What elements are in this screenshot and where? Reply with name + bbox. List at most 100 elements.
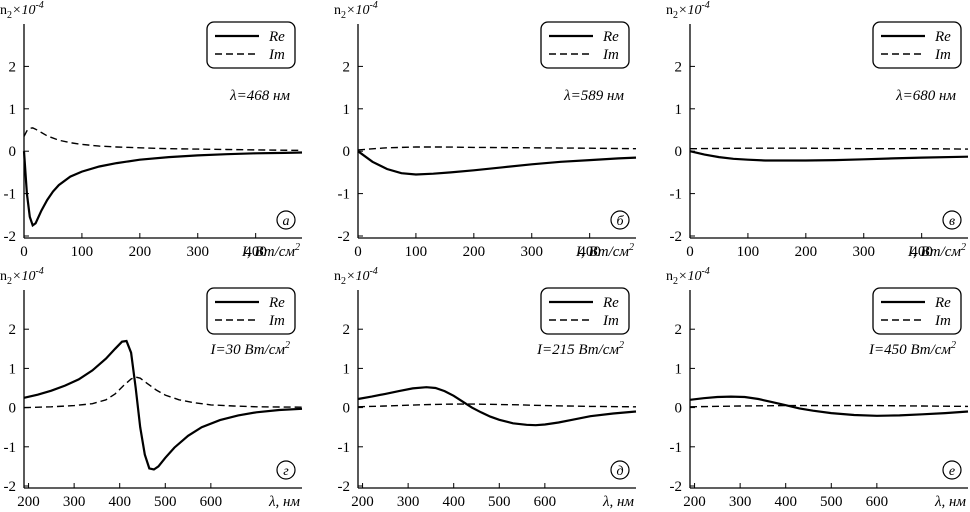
panel-annotation-sup: 2 (285, 340, 290, 351)
y-axis-title-part: 2 (673, 10, 678, 21)
y-axis-title-part: 2 (341, 276, 346, 287)
x-axis-title-text: λ, нм (268, 494, 300, 510)
series-line-im (689, 147, 969, 150)
y-axis-title: n2×10-4 (0, 0, 44, 21)
series-line-re (22, 151, 303, 228)
x-tick-label: 200 (463, 244, 486, 260)
y-axis-title-part: -4 (369, 266, 377, 277)
x-tick-label: 300 (63, 494, 86, 510)
y-tick-label: -2 (338, 479, 351, 495)
y-tick-label: 0 (9, 401, 17, 417)
y-tick-label: -1 (338, 187, 351, 203)
y-tick-label: -2 (4, 229, 17, 245)
x-tick-label: 400 (774, 494, 797, 510)
x-axis-title-sup: 2 (961, 242, 966, 253)
panel-tag-label: д (616, 464, 623, 479)
y-tick-label: 2 (675, 59, 683, 75)
y-tick-label: 0 (675, 144, 683, 160)
x-tick-label: 200 (129, 244, 152, 260)
panel-tag-label: г (283, 464, 289, 479)
y-axis-title: n2×10-4 (334, 0, 378, 21)
series-line-re (357, 386, 637, 427)
panel-annotation: I=450 Вт/см2 (868, 340, 956, 358)
legend-label-im: Im (934, 313, 951, 329)
x-tick-label: 0 (686, 244, 694, 260)
y-axis-title-part: ×10 (346, 269, 369, 284)
x-tick-label: 400 (244, 244, 267, 260)
x-tick-label: 300 (853, 244, 876, 260)
y-tick-label: 2 (9, 59, 17, 75)
y-tick-label: 2 (675, 322, 683, 338)
y-axis-title: n2×10-4 (666, 266, 710, 287)
panel-annotation-sup: 2 (951, 340, 956, 351)
x-tick-label: 600 (534, 494, 557, 510)
series-line-re (357, 150, 637, 176)
y-axis-title-part: -4 (35, 0, 43, 11)
y-axis-title-part: -4 (369, 0, 377, 11)
x-tick-label: 300 (521, 244, 544, 260)
y-axis-title-part: n (0, 269, 7, 284)
x-axis-title-text: λ, нм (602, 494, 634, 510)
legend-box (540, 21, 630, 69)
x-axis-title: I, Вт/см2 (907, 242, 966, 260)
y-axis-title-part: ×10 (12, 269, 35, 284)
legend-label-re: Re (934, 295, 951, 311)
panel-annotation-text: λ=680 нм (895, 88, 956, 104)
y-tick-label: 1 (343, 102, 351, 118)
x-axis-title-text: I, Вт/см (241, 244, 295, 260)
y-tick-label: 2 (9, 322, 17, 338)
x-axis-title: I, Вт/см2 (575, 242, 634, 260)
legend-box (872, 21, 962, 69)
series-line-re (689, 150, 969, 162)
y-tick-label: -2 (670, 479, 683, 495)
x-tick-label: 400 (910, 244, 933, 260)
x-tick-label: 200 (683, 494, 706, 510)
series-line-im (689, 404, 969, 408)
panel-annotation: λ=680 нм (895, 88, 956, 104)
panel-tag-circle (942, 460, 962, 480)
x-tick-label: 300 (729, 494, 752, 510)
panel-tag-circle (276, 210, 296, 230)
y-axis-title: n2×10-4 (334, 266, 378, 287)
x-tick-label: 0 (354, 244, 362, 260)
x-tick-label: 300 (187, 244, 210, 260)
y-axis-title-part: ×10 (12, 3, 35, 18)
legend-label-re: Re (268, 295, 285, 311)
y-axis-title-part: 2 (673, 276, 678, 287)
y-tick-label: -2 (338, 229, 351, 245)
panel-annotation-text: λ=589 нм (563, 88, 624, 104)
y-tick-label: -1 (4, 187, 17, 203)
y-tick-label: -1 (4, 440, 17, 456)
panel-annotation-text: I=215 Вт/см (536, 342, 619, 358)
legend-label-im: Im (602, 47, 619, 63)
x-axis-title: λ, нм (602, 494, 634, 510)
y-tick-label: 1 (343, 361, 351, 377)
y-tick-label: -1 (670, 187, 683, 203)
x-axis-title: I, Вт/см2 (241, 242, 300, 260)
x-tick-label: 200 (351, 494, 374, 510)
legend-label-im: Im (268, 47, 285, 63)
y-tick-label: 0 (343, 401, 351, 417)
y-tick-label: 0 (343, 144, 351, 160)
panel-tag-label: б (616, 214, 624, 229)
x-tick-label: 0 (20, 244, 28, 260)
x-axis-title-text: λ, нм (934, 494, 966, 510)
series-line-im (23, 127, 303, 152)
x-tick-label: 400 (578, 244, 601, 260)
x-axis-title: λ, нм (934, 494, 966, 510)
y-axis-title-part: 2 (7, 276, 12, 287)
panel-annotation: I=215 Вт/см2 (536, 340, 624, 358)
x-tick-label: 200 (17, 494, 40, 510)
y-tick-label: 0 (9, 144, 17, 160)
x-tick-label: 100 (737, 244, 760, 260)
legend-box (206, 287, 296, 335)
y-axis-title-part: -4 (701, 266, 709, 277)
panel-annotation-text: λ=468 нм (229, 88, 290, 104)
legend-label-im: Im (602, 313, 619, 329)
y-axis-title-part: n (334, 269, 341, 284)
panel-tag-circle (610, 210, 630, 230)
y-tick-label: -2 (670, 229, 683, 245)
y-tick-label: -1 (338, 440, 351, 456)
